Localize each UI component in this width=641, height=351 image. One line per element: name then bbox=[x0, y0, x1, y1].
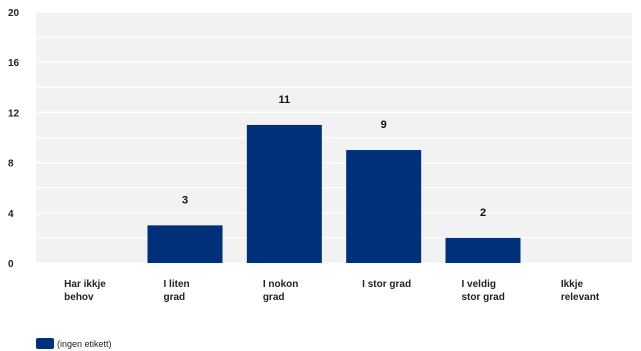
data-label: 3 bbox=[182, 194, 188, 206]
y-tick-label: 4 bbox=[8, 209, 14, 220]
x-category-label-line: relevant bbox=[561, 292, 600, 303]
data-labels: 3 11 9 2 bbox=[182, 94, 486, 219]
y-tick-label: 16 bbox=[8, 58, 20, 69]
x-category-label-line: I nokon bbox=[263, 279, 299, 290]
bars bbox=[147, 124, 521, 263]
data-label: 11 bbox=[279, 94, 291, 106]
bar bbox=[147, 225, 223, 263]
x-category-label: Ikkje relevant bbox=[561, 279, 600, 303]
y-axis-ticks: 0 4 8 12 16 20 bbox=[8, 8, 20, 270]
legend-swatch bbox=[36, 338, 54, 349]
data-label: 2 bbox=[480, 207, 486, 219]
x-category-label-line: Ikkje bbox=[561, 279, 584, 290]
x-category-label: Har ikkje behov bbox=[64, 279, 106, 303]
x-category-label-line: I veldig bbox=[462, 279, 496, 290]
legend-label: (ingen etikett) bbox=[57, 339, 112, 349]
x-category-label-line: behov bbox=[64, 292, 94, 303]
grid-lines bbox=[36, 11, 632, 264]
x-category-label-line: grad bbox=[263, 292, 285, 303]
y-tick-label: 20 bbox=[8, 8, 20, 19]
y-tick-label: 8 bbox=[8, 159, 14, 170]
x-category-label: I stor grad bbox=[362, 279, 411, 290]
x-category-label-line: I liten bbox=[164, 279, 190, 290]
x-category-label: I liten grad bbox=[164, 279, 190, 303]
legend: (ingen etikett) bbox=[36, 338, 112, 349]
x-category-label-line: I stor grad bbox=[362, 279, 411, 290]
y-tick-label: 0 bbox=[8, 259, 14, 270]
x-category-label: I veldig stor grad bbox=[462, 279, 505, 303]
x-axis-categories: Har ikkje behov I liten grad I nokon grad I st… bbox=[64, 279, 600, 303]
x-category-label: I nokon grad bbox=[263, 279, 299, 303]
x-category-label-line: grad bbox=[164, 292, 186, 303]
x-category-label-line: stor grad bbox=[462, 292, 505, 303]
bar bbox=[445, 237, 521, 263]
bar bbox=[346, 150, 422, 263]
data-label: 9 bbox=[381, 119, 387, 131]
y-tick-label: 12 bbox=[8, 108, 20, 119]
bar bbox=[246, 124, 322, 263]
x-category-label-line: Har ikkje bbox=[64, 279, 106, 290]
